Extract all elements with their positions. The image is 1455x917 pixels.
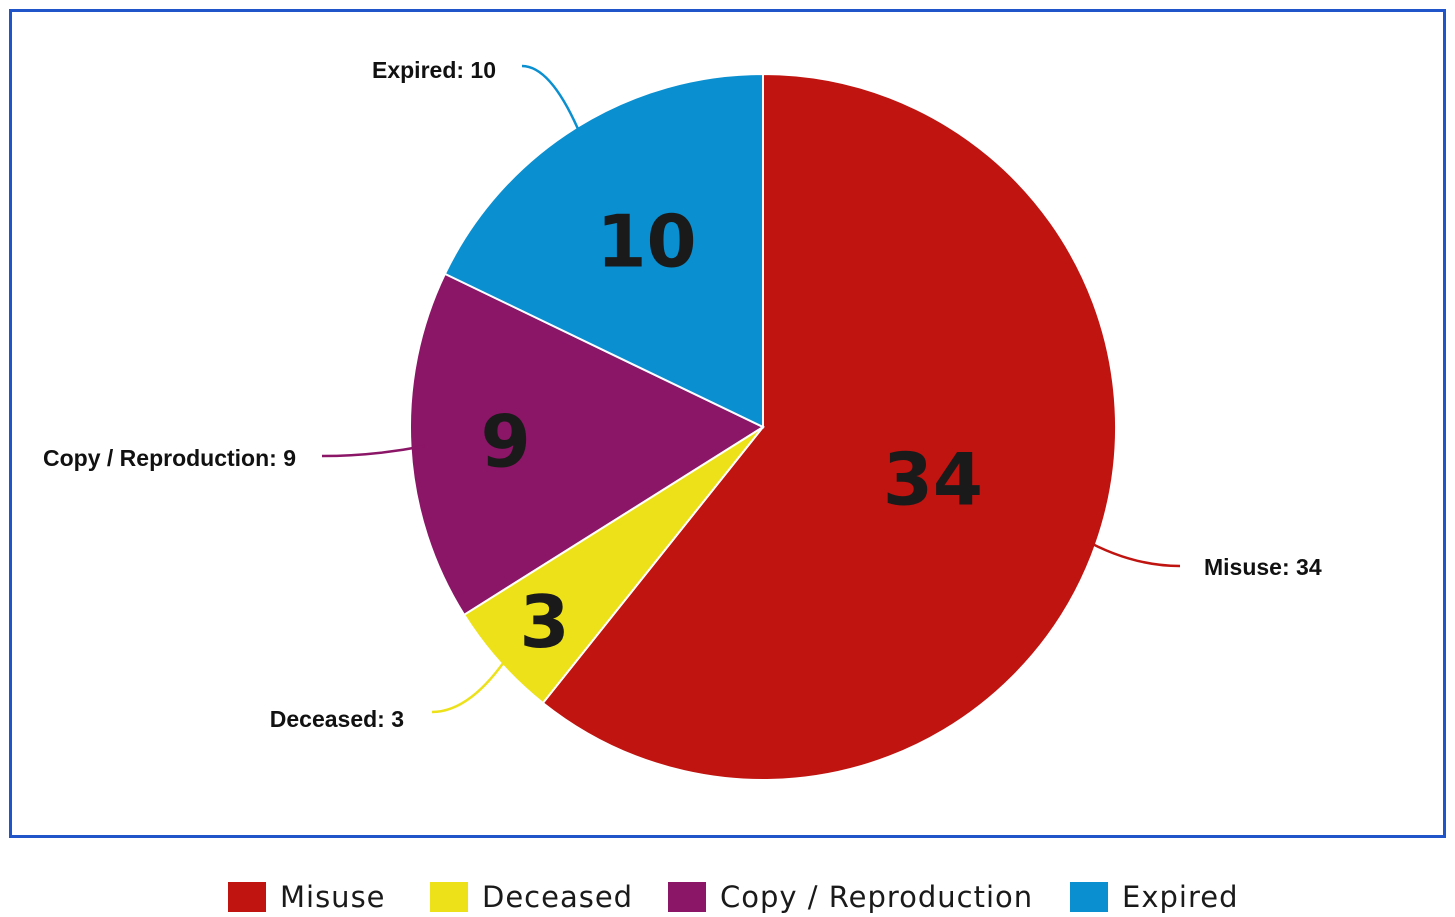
callout-label-deceased: Deceased: 3 — [270, 706, 404, 732]
pie-slice-expired — [443, 72, 764, 429]
leader-line-misuse — [1082, 537, 1181, 568]
legend-swatch-expired — [1070, 881, 1108, 912]
leader-line-copy-reproduction — [321, 444, 425, 458]
pie-slice-misuse — [541, 72, 1117, 781]
slice-value-label-copy-reproduction: 9 — [481, 399, 531, 483]
legend: Misuse Deceased Copy / Reproduction Expi… — [0, 876, 1455, 917]
slice-value-label-expired: 10 — [596, 200, 696, 284]
callout-label-copy-reproduction: Copy / Reproduction: 9 — [43, 445, 296, 471]
leader-line-deceased — [431, 652, 512, 714]
legend-item-misuse: Misuse — [228, 876, 386, 917]
legend-item-copy-reproduction: Copy / Reproduction — [668, 876, 1033, 917]
legend-swatch-deceased — [430, 881, 468, 912]
callout-label-expired: Expired: 10 — [372, 57, 496, 83]
slice-value-label-deceased: 3 — [519, 580, 569, 664]
slice-value-label-misuse: 34 — [883, 437, 983, 521]
legend-item-deceased: Deceased — [430, 876, 633, 917]
legend-label-expired: Expired — [1122, 879, 1239, 914]
leader-line-expired — [521, 64, 584, 141]
callout-label-misuse: Misuse: 34 — [1204, 554, 1322, 580]
legend-label-misuse: Misuse — [280, 879, 386, 914]
legend-item-expired: Expired — [1070, 876, 1239, 917]
legend-swatch-misuse — [228, 881, 266, 912]
legend-swatch-copy-reproduction — [668, 881, 706, 912]
legend-label-copy-reproduction: Copy / Reproduction — [720, 879, 1034, 914]
legend-label-deceased: Deceased — [482, 879, 634, 914]
pie-slice-copy-reproduction — [409, 272, 766, 617]
